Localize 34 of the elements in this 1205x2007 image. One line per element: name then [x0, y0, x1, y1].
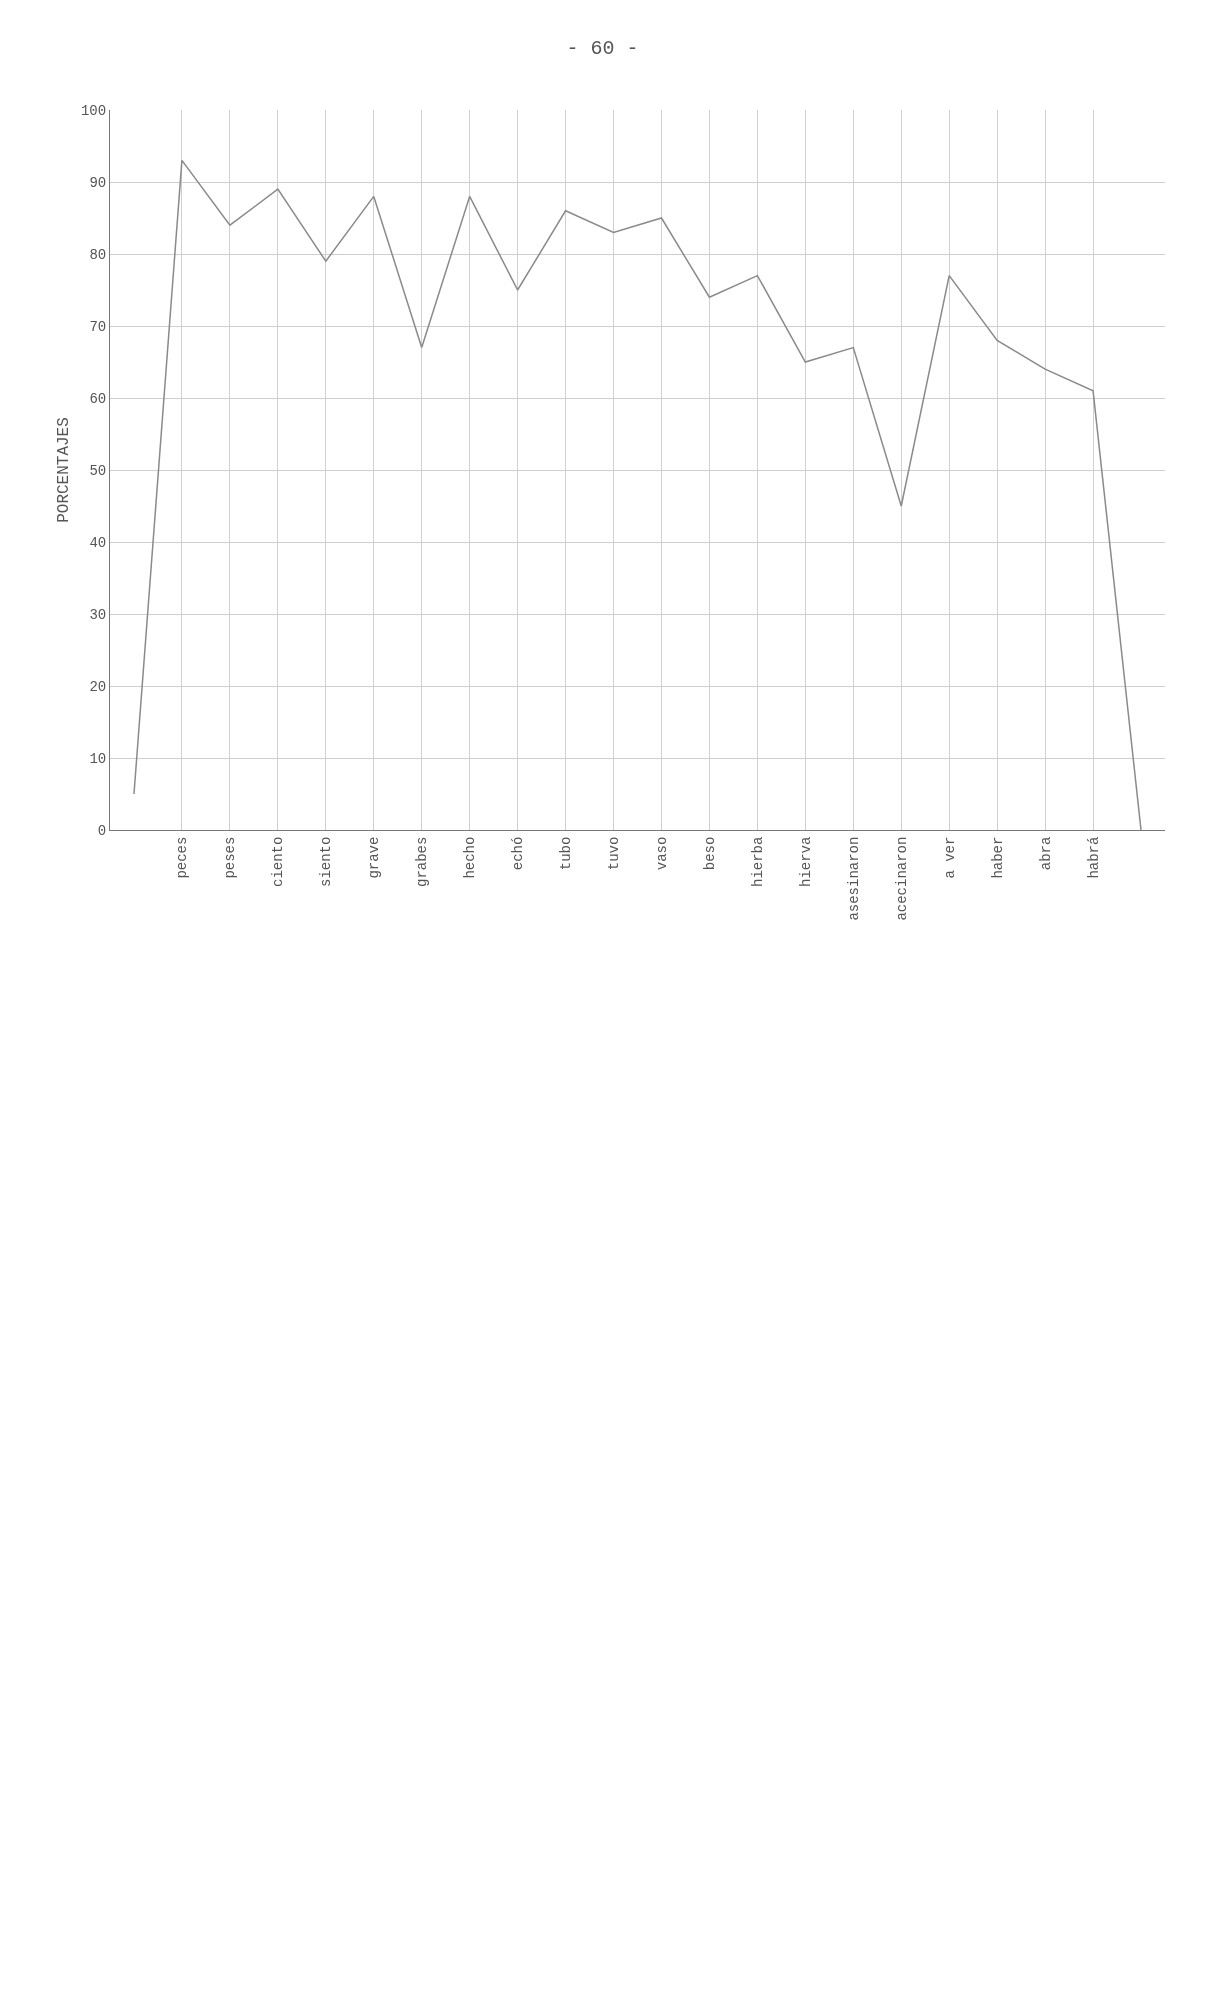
line-series [133, 159, 1142, 830]
y-tick-label: 40 [89, 534, 107, 551]
x-tick-label: siento [318, 836, 335, 888]
chart-title: - 60 - [566, 37, 639, 60]
y-tick-label: 60 [89, 390, 107, 407]
x-tick-label: a ver [941, 836, 958, 879]
x-tick-label: habrá [1085, 836, 1102, 879]
x-tick-label: abra [1037, 836, 1054, 871]
x-tick-label: hecho [462, 836, 479, 879]
x-tick-label: vaso [654, 836, 671, 871]
x-tick-label: haber [989, 836, 1006, 879]
x-tick-label: tuvo [606, 836, 623, 871]
y-tick-label: 0 [97, 822, 107, 839]
y-tick-label: 30 [89, 606, 107, 623]
x-tick-label: asesinaron [845, 836, 862, 921]
y-tick-label: 70 [89, 318, 107, 335]
x-tick-label: hierba [749, 836, 766, 888]
x-tick-label: ciento [270, 836, 287, 888]
x-tick-label: hierva [797, 836, 814, 888]
y-tick-label: 20 [89, 678, 107, 695]
x-tick-label: grave [366, 836, 383, 879]
y-tick-label: 50 [89, 462, 107, 479]
x-tick-label: beso [701, 836, 718, 871]
x-tick-label: echó [510, 836, 527, 871]
x-tick-label: tubo [558, 836, 575, 871]
y-tick-label: 10 [89, 750, 107, 767]
y-axis-title: PORCENTAJES [55, 417, 73, 523]
y-tick-label: 100 [80, 102, 107, 119]
x-tick-label: peces [174, 836, 191, 879]
y-tick-label: 80 [89, 246, 107, 263]
x-tick-label: grabes [414, 836, 431, 888]
x-tick-label: peses [222, 836, 239, 879]
y-tick-label: 90 [89, 174, 107, 191]
x-tick-label: acecinaron [893, 836, 910, 921]
